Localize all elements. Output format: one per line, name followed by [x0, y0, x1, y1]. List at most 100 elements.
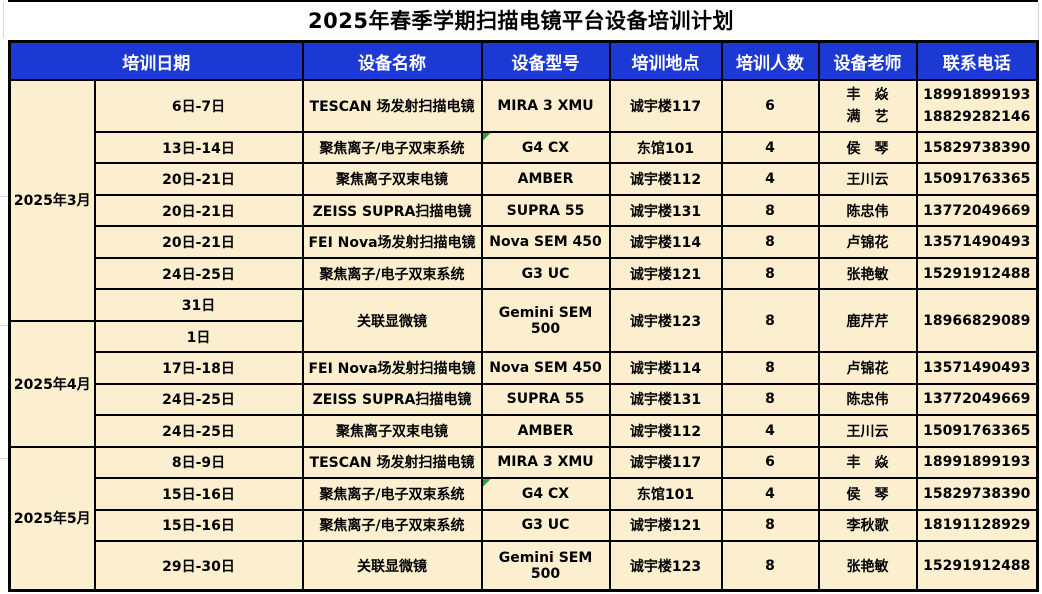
table-row: 20日-21日 聚焦离子双束电镜 AMBER 诚宇楼112 4 王川云 1509…: [10, 162, 1039, 196]
gridline-stub: [0, 196, 8, 197]
table-row: 15日-16日 聚焦离子/电子双束系统 G4 CX 东馆101 4 侯 琴 15…: [10, 477, 1039, 511]
count-cell: 8: [720, 193, 820, 228]
model-cell: SUPRA 55: [480, 193, 611, 228]
phone-cell: 18966829089: [915, 288, 1039, 354]
phone-cell: 13772049669: [915, 193, 1039, 228]
teacher-cell: 李秋歌: [817, 508, 918, 543]
teacher-cell: 王川云: [817, 414, 918, 448]
phone-cell: 15091763365: [915, 414, 1039, 448]
model-cell: SUPRA 55: [480, 382, 611, 417]
date-cell: 8日-9日: [93, 445, 304, 480]
equipment-cell: 聚焦离子双束电镜: [301, 162, 483, 196]
count-cell: 6: [720, 445, 820, 480]
location-cell: 诚宇楼114: [608, 225, 723, 259]
month-cell: 2025年5月: [8, 445, 96, 592]
gridline-stub: [3, 2, 4, 38]
table-row: 2025年5月 8日-9日 TESCAN 场发射扫描电镜 MIRA 3 XMU …: [8, 445, 1039, 592]
header-cell-date: 培训日期: [8, 40, 304, 81]
location-cell: 诚宇楼131: [608, 193, 723, 228]
model-text: G4 CX: [521, 139, 570, 156]
count-cell: 4: [720, 162, 820, 196]
date-cell: 13日-14日: [93, 130, 304, 165]
location-cell: 诚宇楼131: [608, 382, 723, 417]
location-cell: 诚宇楼112: [608, 414, 723, 448]
phone-cell: 15291912488: [915, 540, 1039, 592]
phone-cell: 13571490493: [915, 225, 1039, 259]
teacher-cell: 丰 焱: [817, 445, 918, 480]
location-cell: 诚宇楼117: [608, 445, 723, 480]
count-cell: 4: [720, 130, 820, 165]
equipment-cell: 聚焦离子/电子双束系统: [301, 130, 483, 165]
date-cell: 24日-25日: [93, 414, 304, 448]
location-cell: 东馆101: [608, 477, 723, 511]
phone-cell: 13772049669: [915, 382, 1039, 417]
model-cell: Gemini SEM 500: [480, 288, 611, 354]
header-cell-teacher: 设备老师: [817, 40, 918, 81]
model-cell: G4 CX: [480, 130, 611, 165]
equipment-cell: 关联显微镜: [301, 540, 483, 592]
teacher-cell: 张艳敏: [817, 256, 918, 291]
training-schedule-table: 培训日期 设备名称 设备型号 培训地点 培训人数 设备老师 联系电话 2025年…: [8, 40, 1039, 592]
teacher-cell: 丰 焱 满 艺: [817, 79, 918, 133]
date-cell: 15日-16日: [93, 508, 304, 543]
phone-number: 18991899193: [923, 87, 1031, 103]
location-cell: 诚宇楼121: [608, 256, 723, 291]
table-row: 20日-21日 ZEISS SUPRA扫描电镜 SUPRA 55 诚宇楼131 …: [10, 193, 1039, 228]
table-row: 29日-30日 关联显微镜 Gemini SEM 500 诚宇楼123 8 张艳…: [10, 540, 1039, 592]
model-cell: G4 CX: [480, 477, 611, 511]
date-cell: 20日-21日: [93, 225, 304, 259]
teacher-cell: 张艳敏: [817, 540, 918, 592]
location-cell: 东馆101: [608, 130, 723, 165]
equipment-cell: TESCAN 场发射扫描电镜: [301, 79, 483, 133]
model-text: G4 CX: [521, 485, 570, 502]
date-cell: 6日-7日: [93, 79, 304, 133]
teacher-cell: 陈忠伟: [817, 193, 918, 228]
header-cell-equipment: 设备名称: [301, 40, 483, 81]
phone-cell: 18991899193: [915, 445, 1039, 480]
count-cell: 8: [720, 351, 820, 385]
model-cell: Nova SEM 450: [480, 351, 611, 385]
model-cell: MIRA 3 XMU: [480, 79, 611, 133]
table-row: 24日-25日 聚焦离子/电子双束系统 G3 UC 诚宇楼121 8 张艳敏 1…: [10, 256, 1039, 291]
count-cell: 8: [720, 225, 820, 259]
count-cell: 8: [720, 508, 820, 543]
equipment-cell: 聚焦离子/电子双束系统: [301, 477, 483, 511]
count-cell: 4: [720, 414, 820, 448]
equipment-cell: 关联显微镜: [301, 288, 483, 354]
phone-cell: 13571490493: [915, 351, 1039, 385]
equipment-cell: 聚焦离子/电子双束系统: [301, 508, 483, 543]
month-cell: 2025年3月: [8, 79, 96, 322]
header-cell-phone: 联系电话: [915, 40, 1039, 81]
teacher-cell: 陈忠伟: [817, 382, 918, 417]
phone-number: 18829282146: [923, 109, 1031, 125]
teacher-cell: 侯 琴: [817, 477, 918, 511]
date-cell: 1日: [93, 319, 304, 354]
location-cell: 诚宇楼121: [608, 508, 723, 543]
location-cell: 诚宇楼123: [608, 540, 723, 592]
date-cell: 24日-25日: [93, 382, 304, 417]
location-cell: 诚宇楼117: [608, 79, 723, 133]
equipment-cell: ZEISS SUPRA扫描电镜: [301, 382, 483, 417]
count-cell: 8: [720, 288, 820, 354]
phone-cell: 15829738390: [915, 130, 1039, 165]
phone-cell: 18991899193 18829282146: [915, 79, 1039, 133]
gridline-stub: [0, 458, 8, 459]
model-cell: Nova SEM 450: [480, 225, 611, 259]
count-cell: 6: [720, 79, 820, 133]
count-cell: 8: [720, 382, 820, 417]
page-title: 2025年春季学期扫描电镜平台设备培训计划: [308, 9, 734, 33]
header-cell-count: 培训人数: [720, 40, 820, 81]
location-cell: 诚宇楼123: [608, 288, 723, 354]
table-row: 15日-16日 聚焦离子/电子双束系统 G3 UC 诚宇楼121 8 李秋歌 1…: [10, 508, 1039, 543]
phone-cell: 15829738390: [915, 477, 1039, 511]
model-cell: AMBER: [480, 414, 611, 448]
comment-marker-icon: [482, 479, 491, 488]
model-cell: G3 UC: [480, 256, 611, 291]
table-row: 31日 关联显微镜 Gemini SEM 500 诚宇楼123 8 鹿芹芹 18…: [10, 288, 1039, 354]
model-cell: AMBER: [480, 162, 611, 196]
equipment-cell: ZEISS SUPRA扫描电镜: [301, 193, 483, 228]
header-cell-model: 设备型号: [480, 40, 611, 81]
header-cell-location: 培训地点: [608, 40, 723, 81]
teacher-name: 丰 焱: [846, 87, 889, 103]
date-cell: 20日-21日: [93, 162, 304, 196]
